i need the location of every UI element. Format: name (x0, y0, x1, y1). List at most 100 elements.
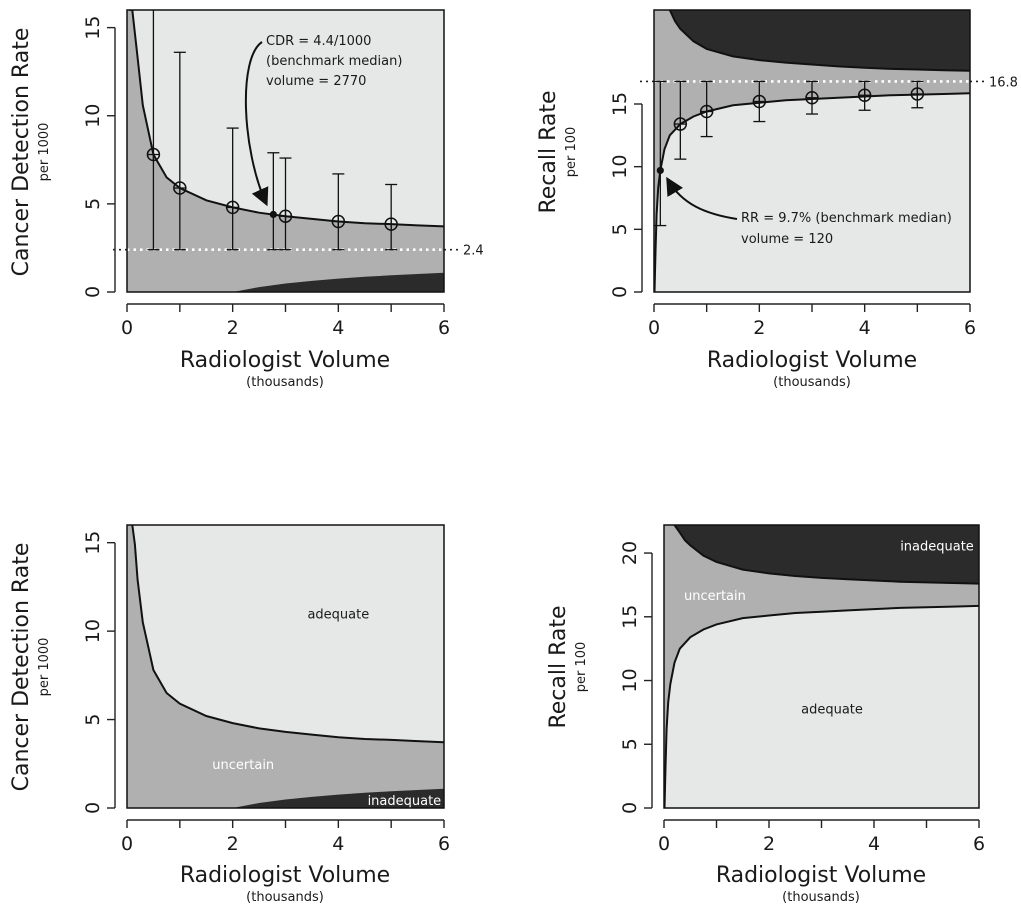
y-tick-label: 5 (82, 198, 104, 210)
region-label-inadequate: inadequate (900, 539, 974, 554)
x-tick-label: 2 (753, 317, 765, 339)
reference-line-label: 2.4 (463, 244, 484, 259)
y-tick-label: 15 (609, 92, 631, 116)
highlight-marker (269, 210, 277, 219)
annotation: CDR = 4.4/1000 (benchmark median) volume… (244, 34, 402, 207)
reference-line-label: 16.8 (989, 75, 1018, 90)
y-tick-label: 0 (82, 802, 104, 814)
y-tick-label: 15 (82, 16, 104, 40)
plot-frame (653, 9, 971, 293)
x-tick-label: 0 (121, 833, 133, 855)
error-bar (225, 127, 240, 251)
x-tick-label: 4 (868, 833, 880, 855)
x-axis: 0 2 4 6 (121, 303, 450, 339)
boundary-upper-curve (131, 525, 444, 744)
x-axis-label: Radiologist Volume (180, 348, 390, 373)
x-tick-label: 6 (973, 833, 985, 855)
y-tick-label: 10 (609, 155, 631, 179)
x-tick-label: 4 (332, 833, 344, 855)
x-axis: 0 2 4 6 (121, 819, 450, 855)
annotation-line-2: (benchmark median) (266, 54, 402, 69)
annotation-arrow (244, 41, 269, 207)
region-inadequate (232, 788, 444, 808)
x-tick-label: 0 (648, 317, 660, 339)
y-axis-label: Recall Rate (536, 90, 561, 213)
plot-area: adequate uncertain inadequate (127, 525, 444, 808)
x-axis-sublabel: (thousands) (773, 375, 851, 390)
x-tick-label: 2 (227, 833, 239, 855)
y-axis: 0 5 10 15 20 (619, 541, 653, 814)
region-inadequate (674, 525, 979, 584)
boundary-upper-curve (668, 10, 970, 72)
error-bar (857, 80, 872, 111)
plot-area: inadequate uncertain adequate (664, 525, 979, 808)
y-tick-label: 10 (619, 668, 641, 692)
x-axis-label: Radiologist Volume (716, 863, 926, 888)
y-tick-label: 10 (82, 619, 104, 643)
x-tick-label: 6 (964, 317, 976, 339)
error-bar (384, 183, 398, 251)
y-tick-label: 0 (619, 802, 641, 814)
y-tick-label: 15 (82, 531, 104, 555)
y-axis-sublabel: per 100 (564, 127, 579, 178)
plot-frame (126, 524, 445, 809)
plot-area (654, 10, 970, 292)
y-tick-label: 20 (619, 541, 641, 565)
x-tick-label: 6 (438, 317, 450, 339)
boundary-upper-curve (673, 525, 979, 585)
region-label-uncertain: uncertain (684, 589, 746, 604)
annotation-line-1: CDR = 4.4/1000 (266, 34, 371, 49)
y-tick-label: 5 (609, 223, 631, 235)
x-tick-label: 2 (763, 833, 775, 855)
y-axis-label: Recall Rate (546, 605, 571, 728)
x-axis-sublabel: (thousands) (782, 890, 860, 905)
annotation-line-3: volume = 2770 (266, 74, 366, 89)
x-tick-label: 4 (332, 317, 344, 339)
plot-frame (126, 9, 445, 293)
y-axis-sublabel: per 100 (574, 642, 589, 693)
x-tick-label: 0 (658, 833, 670, 855)
panel-top-right: Recall Rate per 100 Radiologist Volume (… (536, 9, 1018, 390)
error-bar (699, 80, 714, 138)
x-tick-label: 0 (121, 317, 133, 339)
highlight-point (267, 152, 280, 251)
x-tick-label: 6 (438, 833, 450, 855)
y-tick-label: 10 (82, 104, 104, 128)
y-tick-label: 0 (82, 286, 104, 298)
y-axis: 0 5 10 15 (82, 531, 116, 814)
region-label-uncertain: uncertain (212, 758, 274, 773)
y-axis-label: Cancer Detection Rate (9, 28, 34, 277)
x-axis: 0 2 4 6 (658, 819, 985, 855)
error-bar (752, 80, 767, 123)
y-axis: 0 5 10 15 (82, 16, 116, 298)
region-label-adequate: adequate (801, 703, 863, 718)
plot-area (127, 10, 444, 292)
x-axis-sublabel: (thousands) (246, 890, 324, 905)
error-bar (146, 10, 161, 251)
region-adequate (129, 10, 444, 227)
y-axis-sublabel: per 1000 (37, 123, 52, 182)
y-tick-label: 15 (619, 605, 641, 629)
y-axis: 0 5 10 15 (609, 92, 643, 298)
region-inadequate (232, 272, 444, 292)
x-tick-label: 2 (227, 317, 239, 339)
x-axis-label: Radiologist Volume (707, 348, 917, 373)
annotation-arrow (666, 176, 738, 220)
error-bar (173, 51, 187, 251)
y-tick-label: 5 (82, 714, 104, 726)
annotation-line-1: RR = 9.7% (benchmark median) (741, 211, 952, 226)
y-tick-label: 0 (609, 286, 631, 298)
region-adequate (132, 525, 444, 743)
error-bar (278, 157, 293, 251)
x-axis: 0 2 4 6 (648, 303, 976, 339)
y-axis-label: Cancer Detection Rate (9, 543, 34, 792)
y-axis-sublabel: per 1000 (37, 638, 52, 697)
boundary-lower-curve (654, 92, 970, 292)
error-bar (331, 173, 346, 251)
annotation-line-2: volume = 120 (741, 232, 833, 247)
y-tick-label: 5 (619, 738, 641, 750)
panel-bottom-left: adequate uncertain inadequate Cancer Detec… (9, 524, 450, 905)
region-label-adequate: adequate (307, 607, 369, 622)
